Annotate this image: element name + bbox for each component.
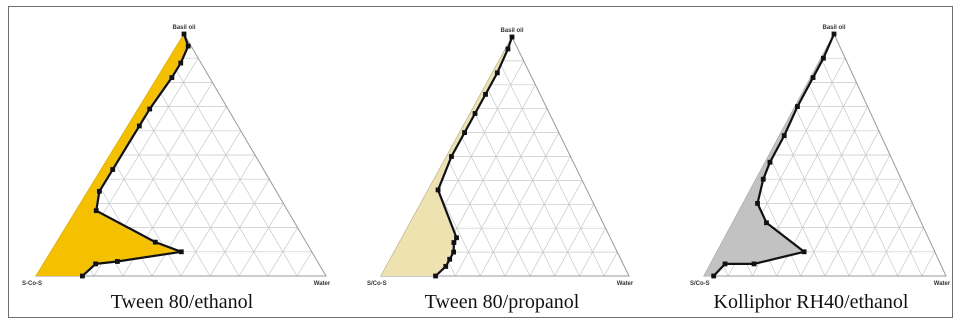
boundary-point <box>147 106 153 112</box>
boundary-point <box>114 259 120 264</box>
boundary-point <box>97 188 102 194</box>
boundary-point <box>755 201 760 206</box>
vertex-label-surfactant-cosurfactant: S/Co-S <box>690 281 710 287</box>
boundary-point <box>781 133 787 139</box>
ternary-grid <box>716 57 936 277</box>
boundary-point <box>181 31 187 37</box>
boundary-point <box>80 273 85 279</box>
figure-frame <box>8 6 953 318</box>
caption-kolliphor-rh40-ethanol: Kolliphor RH40/ethanol <box>713 291 909 313</box>
boundary-point <box>93 261 98 267</box>
boundary-point <box>711 273 717 279</box>
boundary-point <box>169 75 175 80</box>
vertex-label-water: Water <box>314 281 331 287</box>
boundary-point <box>433 273 438 279</box>
vertex-label-basil-oil: Basil oil <box>172 25 195 31</box>
vertex-label-basil-oil: Basil oil <box>822 25 845 31</box>
boundary-point <box>509 34 515 40</box>
ternary-diagram-kolliphor-rh40-ethanol: Basil oil S/Co-S Water <box>690 25 951 287</box>
boundary-point <box>831 31 837 37</box>
boundary-point <box>451 240 457 245</box>
caption-tween80-propanol: Tween 80/propanol <box>424 291 580 313</box>
boundary-point <box>451 249 457 255</box>
boundary-point <box>483 91 488 97</box>
boundary-point <box>795 104 800 109</box>
ternary-grid <box>393 60 618 277</box>
boundary-point <box>435 187 441 193</box>
boundary-point <box>449 154 454 159</box>
boundary-point <box>751 261 757 267</box>
phase-boundary-line <box>81 33 190 277</box>
boundary-point <box>722 261 728 267</box>
boundary-point <box>178 60 184 66</box>
boundary-point <box>764 220 769 226</box>
vertex-label-water: Water <box>934 281 951 287</box>
caption-tween80-ethanol: Tween 80/ethanol <box>110 291 254 313</box>
boundary-point <box>93 208 99 214</box>
boundary-point <box>801 249 807 255</box>
vertex-label-water: Water <box>617 281 634 287</box>
boundary-point <box>760 176 766 182</box>
boundary-point <box>454 235 459 241</box>
microemulsion-region <box>704 34 834 276</box>
boundary-point <box>110 167 116 172</box>
ternary-diagram-tween80-propanol: Basil oil S/Co-S Water <box>367 28 634 287</box>
microemulsion-region <box>36 34 189 276</box>
vertex-label-surfactant-cosurfactant: S/Co-S <box>367 281 387 287</box>
boundary-point <box>821 55 826 61</box>
boundary-point <box>810 75 816 80</box>
vertex-label-basil-oil: Basil oil <box>500 28 523 34</box>
boundary-point <box>505 46 511 52</box>
microemulsion-region <box>381 37 512 276</box>
boundary-point <box>472 111 478 116</box>
boundary-point <box>136 123 142 129</box>
boundary-point <box>767 159 773 165</box>
boundary-point <box>462 130 467 135</box>
vertex-label-surfactant-cosurfactant: S-Co-S <box>22 281 42 287</box>
boundary-point <box>447 256 453 262</box>
boundary-point <box>178 249 184 255</box>
boundary-point <box>152 239 158 245</box>
boundary-point <box>443 264 449 269</box>
boundary-point <box>494 70 500 76</box>
boundary-point <box>185 43 191 49</box>
ternary-diagram-tween80-ethanol: Basil oil S-Co-S Water <box>22 25 331 287</box>
